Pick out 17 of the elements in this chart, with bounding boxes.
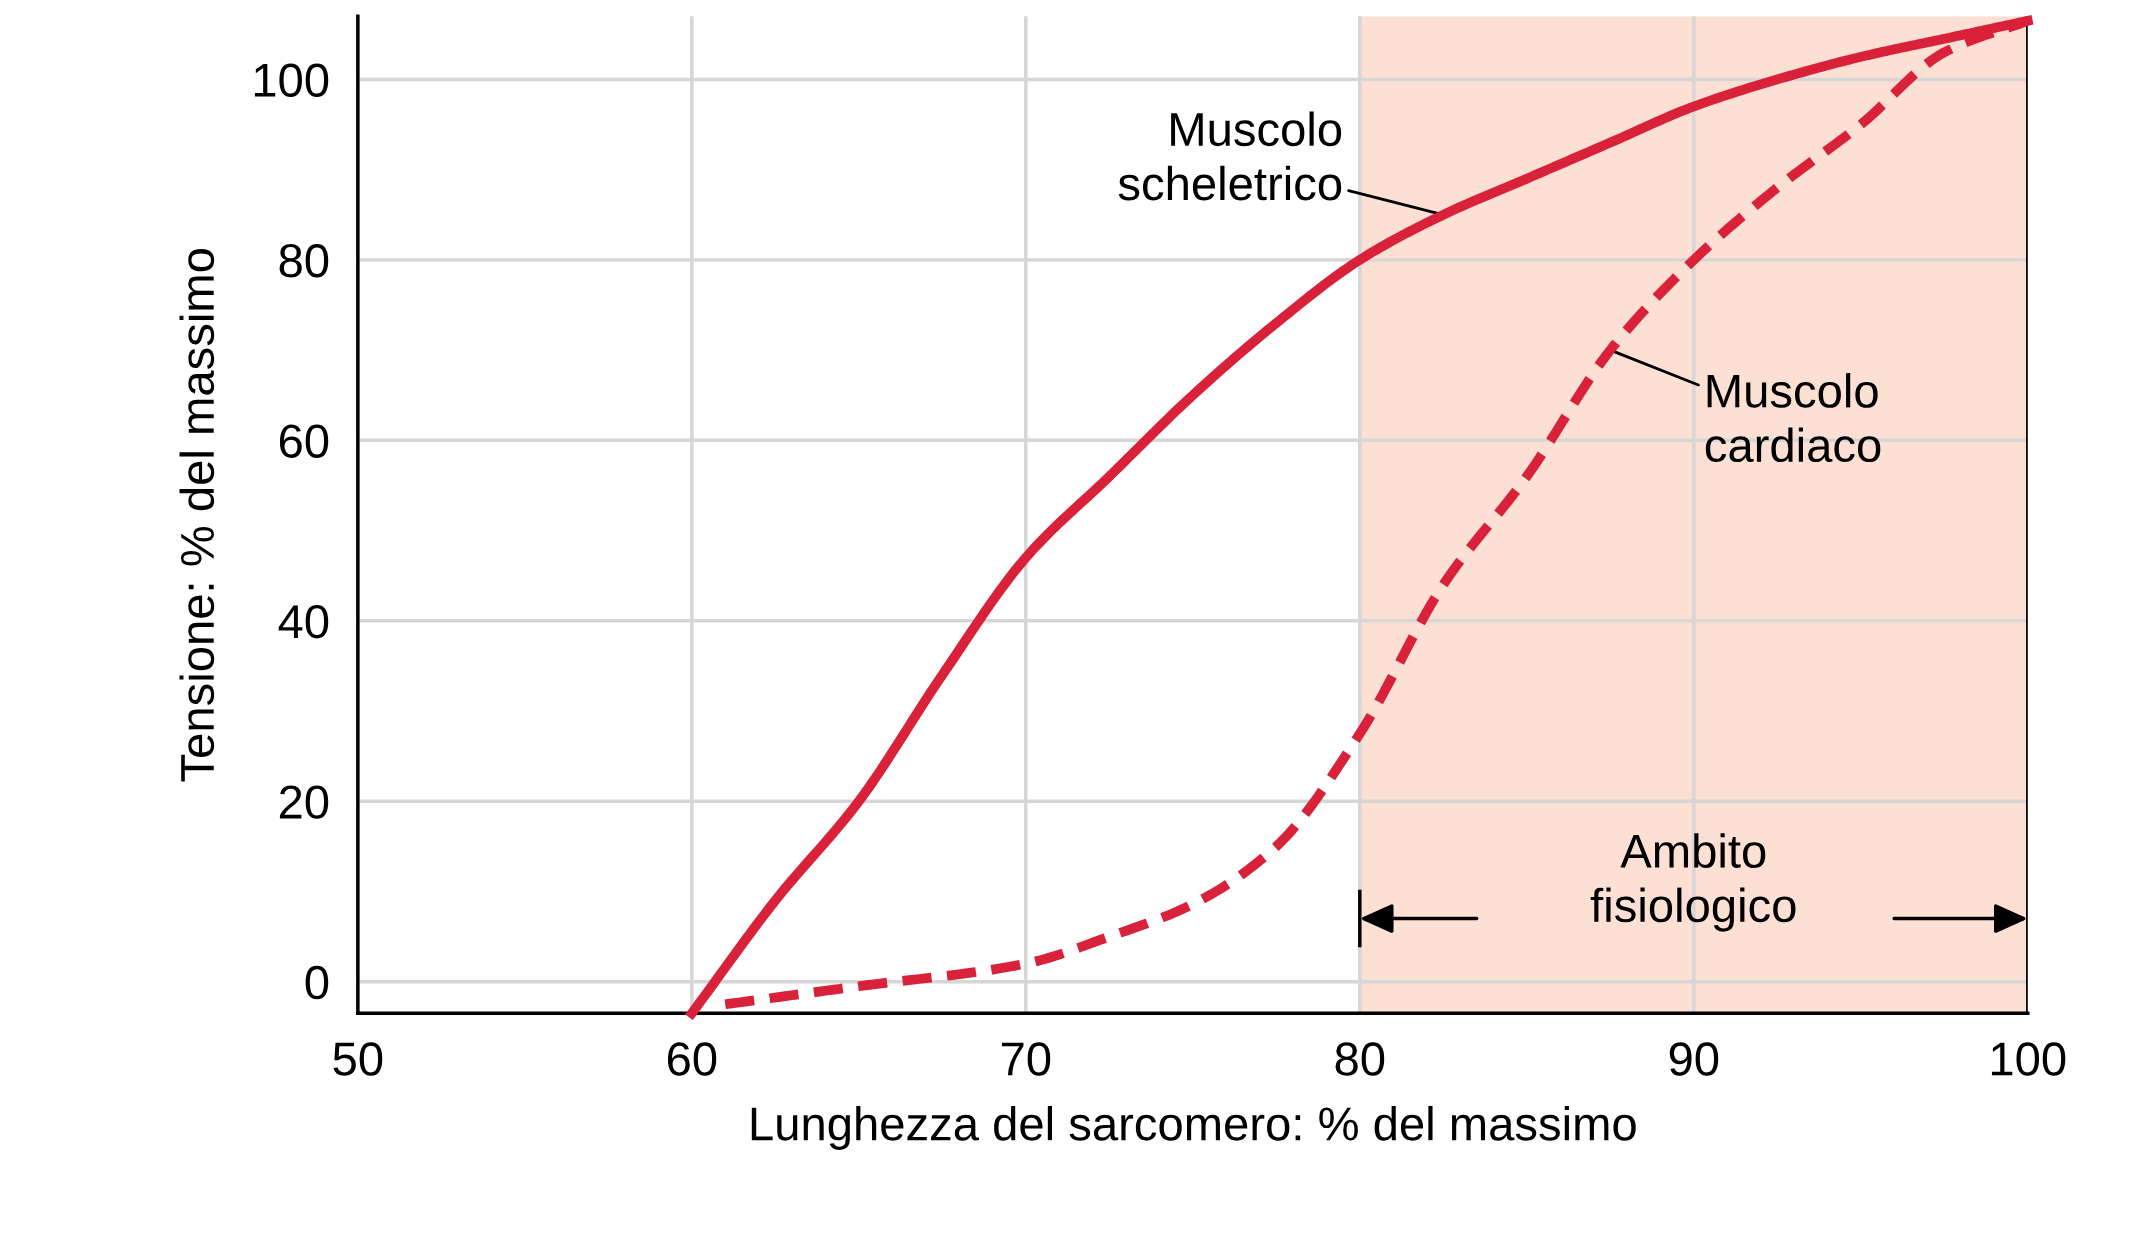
- y-tick-label: 40: [278, 604, 329, 639]
- y-tick-label: 100: [254, 63, 329, 97]
- y-tick-label: 0: [305, 965, 329, 1000]
- x-tick-label: 100: [1991, 1042, 2066, 1076]
- y-axis-title: Tensione: % del massimo: [179, 249, 215, 782]
- y-tick-label: 20: [279, 785, 329, 819]
- y-tick-label: 80: [279, 244, 329, 278]
- x-tick-label: 50: [333, 1042, 383, 1076]
- band-label: Ambito fisiologico: [1590, 833, 1796, 932]
- x-tick-label: 60: [667, 1042, 717, 1076]
- x-axis-title: Lunghezza del sarcomero: % del massimo: [751, 1105, 1636, 1150]
- y-tick-label: 60: [279, 424, 329, 458]
- x-tick-label: 70: [1001, 1042, 1051, 1076]
- x-tick-label: 80: [1335, 1042, 1385, 1076]
- x-tick-label: 90: [1669, 1042, 1719, 1076]
- annotation: Muscolo cardiaco: [1705, 373, 1881, 463]
- annotation: Muscolo scheletrico: [1118, 111, 1342, 201]
